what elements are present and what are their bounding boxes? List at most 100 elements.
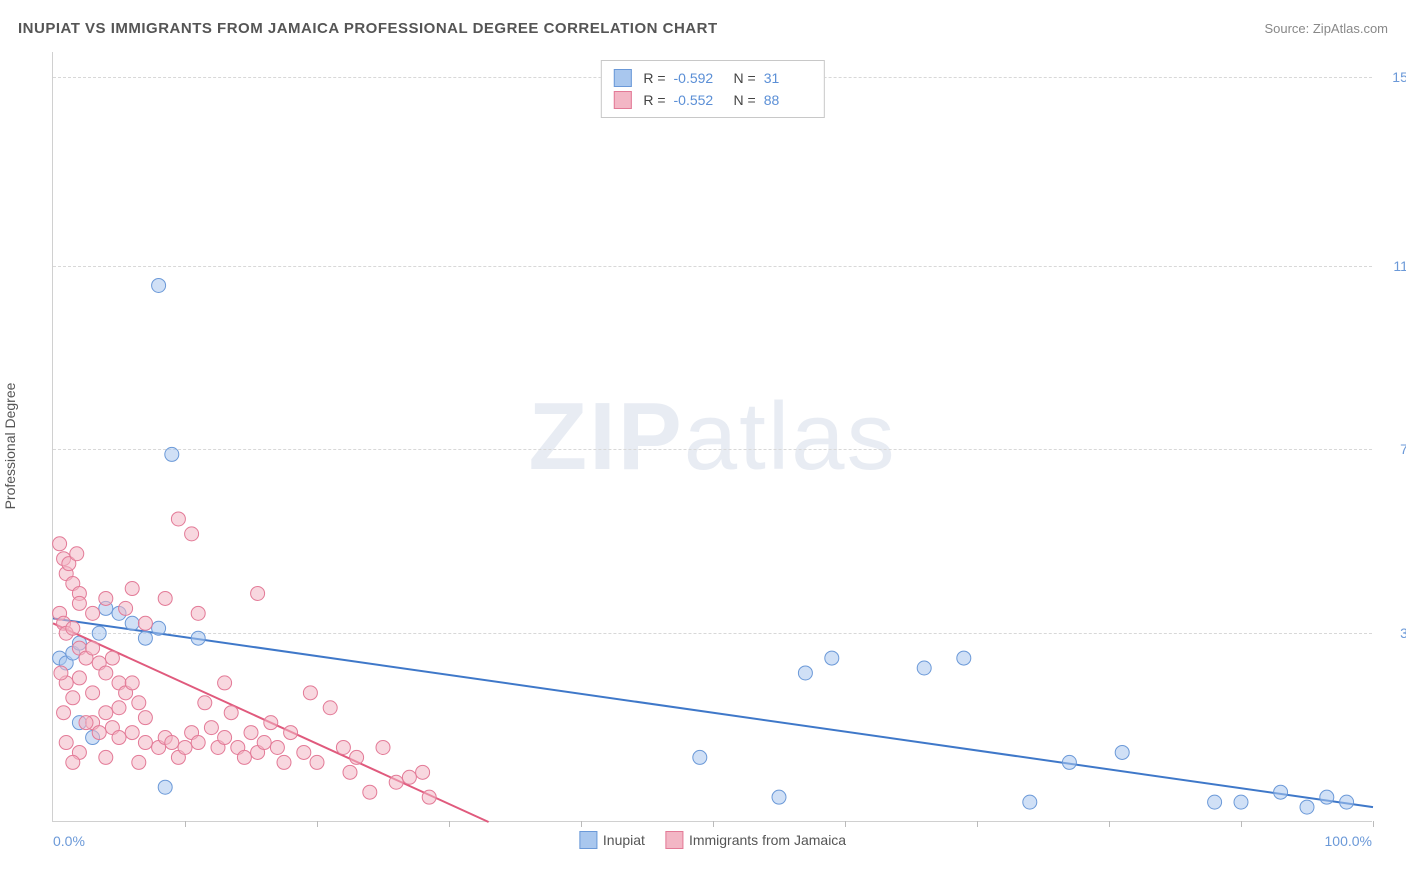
swatch-jamaica-icon <box>665 831 683 849</box>
x-tick <box>1373 821 1374 827</box>
data-point-inupiat <box>191 631 205 645</box>
data-point-jamaica <box>72 671 86 685</box>
data-point-jamaica <box>376 740 390 754</box>
y-tick-label: 15.0% <box>1377 69 1406 85</box>
data-point-jamaica <box>198 696 212 710</box>
data-point-jamaica <box>158 591 172 605</box>
data-point-jamaica <box>244 726 258 740</box>
data-point-jamaica <box>125 676 139 690</box>
data-point-jamaica <box>86 641 100 655</box>
data-point-jamaica <box>422 790 436 804</box>
data-point-jamaica <box>99 591 113 605</box>
data-point-jamaica <box>99 706 113 720</box>
data-point-jamaica <box>70 547 84 561</box>
data-point-inupiat <box>1300 800 1314 814</box>
data-point-jamaica <box>310 755 324 769</box>
data-point-jamaica <box>171 512 185 526</box>
x-tick <box>1109 821 1110 827</box>
y-tick-label: 11.2% <box>1377 258 1406 274</box>
n-value-jamaica: 88 <box>764 92 812 108</box>
data-point-jamaica <box>138 736 152 750</box>
data-point-jamaica <box>54 666 68 680</box>
data-point-jamaica <box>59 736 73 750</box>
swatch-inupiat-icon <box>579 831 597 849</box>
data-point-inupiat <box>1274 785 1288 799</box>
data-point-jamaica <box>218 731 232 745</box>
data-point-inupiat <box>798 666 812 680</box>
y-tick-label: 3.8% <box>1377 625 1406 641</box>
data-point-jamaica <box>363 785 377 799</box>
data-point-inupiat <box>1208 795 1222 809</box>
data-point-jamaica <box>416 765 430 779</box>
data-point-jamaica <box>99 666 113 680</box>
data-point-jamaica <box>264 716 278 730</box>
data-point-inupiat <box>1115 745 1129 759</box>
legend-series: Inupiat Immigrants from Jamaica <box>579 831 846 849</box>
data-point-jamaica <box>350 750 364 764</box>
data-point-jamaica <box>105 651 119 665</box>
data-point-jamaica <box>138 616 152 630</box>
legend-item-jamaica: Immigrants from Jamaica <box>665 831 846 849</box>
data-point-jamaica <box>191 736 205 750</box>
data-point-inupiat <box>92 626 106 640</box>
data-point-jamaica <box>270 740 284 754</box>
x-tick <box>977 821 978 827</box>
data-point-jamaica <box>237 750 251 764</box>
data-point-jamaica <box>112 731 126 745</box>
r-value-inupiat: -0.592 <box>674 70 722 86</box>
legend-correlation: R = -0.592 N = 31 R = -0.552 N = 88 <box>600 60 824 118</box>
data-point-jamaica <box>277 755 291 769</box>
data-point-jamaica <box>178 740 192 754</box>
data-point-inupiat <box>1340 795 1354 809</box>
data-point-jamaica <box>86 606 100 620</box>
data-point-jamaica <box>191 606 205 620</box>
r-value-jamaica: -0.552 <box>674 92 722 108</box>
source-label: Source: ZipAtlas.com <box>1264 21 1388 36</box>
legend-item-inupiat: Inupiat <box>579 831 645 849</box>
data-point-jamaica <box>66 691 80 705</box>
data-point-inupiat <box>1320 790 1334 804</box>
data-point-inupiat <box>693 750 707 764</box>
data-point-jamaica <box>79 716 93 730</box>
data-point-inupiat <box>957 651 971 665</box>
data-point-inupiat <box>152 278 166 292</box>
data-point-jamaica <box>99 750 113 764</box>
data-point-jamaica <box>343 765 357 779</box>
data-point-inupiat <box>1023 795 1037 809</box>
data-point-jamaica <box>297 745 311 759</box>
data-point-jamaica <box>402 770 416 784</box>
chart-title: INUPIAT VS IMMIGRANTS FROM JAMAICA PROFE… <box>18 20 718 37</box>
data-point-jamaica <box>284 726 298 740</box>
swatch-jamaica <box>613 91 631 109</box>
x-tick <box>449 821 450 827</box>
data-point-inupiat <box>165 447 179 461</box>
data-point-jamaica <box>125 726 139 740</box>
data-point-jamaica <box>66 755 80 769</box>
data-point-jamaica <box>165 736 179 750</box>
data-point-jamaica <box>251 586 265 600</box>
data-point-inupiat <box>152 621 166 635</box>
data-point-jamaica <box>303 686 317 700</box>
legend-row-jamaica: R = -0.552 N = 88 <box>613 89 811 111</box>
x-tick <box>317 821 318 827</box>
x-tick <box>185 821 186 827</box>
data-point-inupiat <box>1062 755 1076 769</box>
data-point-inupiat <box>772 790 786 804</box>
data-point-jamaica <box>92 726 106 740</box>
data-point-inupiat <box>917 661 931 675</box>
data-point-jamaica <box>86 686 100 700</box>
y-tick-label: 7.5% <box>1377 441 1406 457</box>
data-point-jamaica <box>323 701 337 715</box>
plot-area: ZIPatlas 3.8%7.5%11.2%15.0% R = -0.592 N… <box>52 52 1372 822</box>
data-point-jamaica <box>57 706 71 720</box>
data-point-jamaica <box>224 706 238 720</box>
x-tick <box>713 821 714 827</box>
x-tick <box>1241 821 1242 827</box>
x-tick <box>581 821 582 827</box>
scatter-plot <box>53 52 1372 821</box>
data-point-jamaica <box>53 537 67 551</box>
x-min-label: 0.0% <box>53 833 85 849</box>
x-tick <box>845 821 846 827</box>
data-point-jamaica <box>119 601 133 615</box>
data-point-jamaica <box>185 527 199 541</box>
